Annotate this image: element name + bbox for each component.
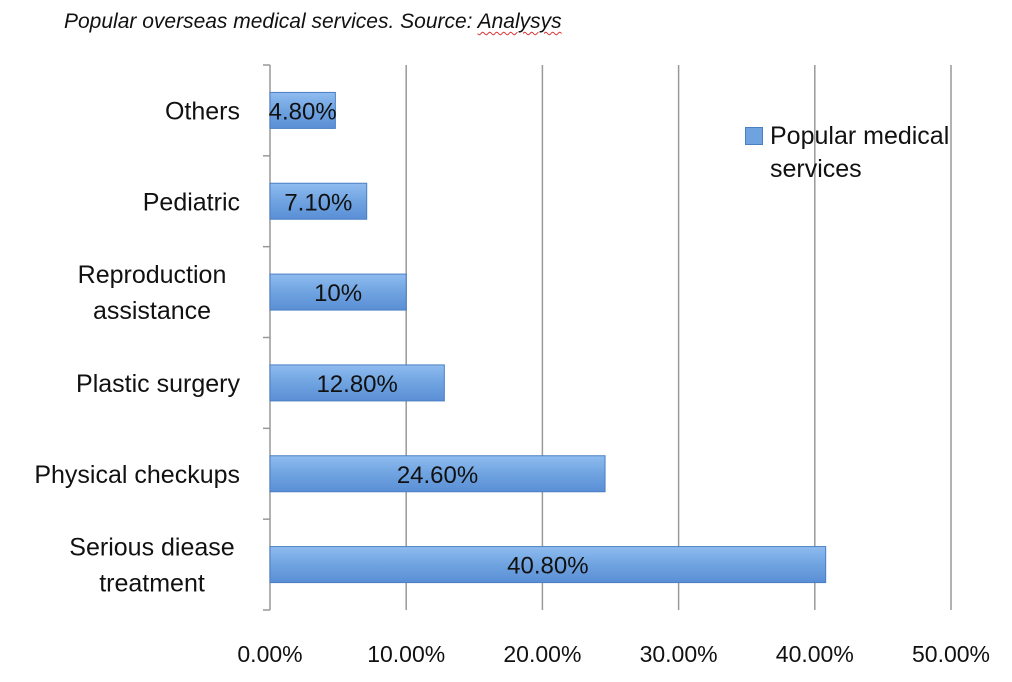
data-label: 24.60% (397, 462, 478, 489)
y-tick-label: Plastic surgery (76, 370, 240, 398)
data-label: 12.80% (316, 371, 397, 398)
x-tick-label: 50.00% (912, 641, 990, 667)
axes (263, 64, 271, 611)
grid-lines (405, 65, 952, 610)
y-tick-label: Pediatric (143, 188, 240, 216)
bar (269, 182, 368, 220)
bars (269, 91, 827, 584)
chart-title: Popular overseas medical services. Sourc… (64, 10, 562, 34)
bar (269, 455, 606, 493)
x-tick-label: 20.00% (503, 641, 581, 667)
legend-swatch (745, 127, 763, 145)
data-label: 7.10% (284, 189, 352, 216)
bar (269, 546, 827, 584)
x-tick-label: 40.00% (776, 641, 854, 667)
data-label: 4.80% (269, 98, 337, 125)
bar (269, 91, 336, 129)
labels: 0.00% 10.00% 20.00% 30.00% 40.00% 50.00% 40.80… (34, 97, 990, 667)
y-tick-label: Reproduction (78, 261, 227, 289)
y-tick-label: Physical checkups (34, 461, 240, 489)
chart-title-source: Analysys (477, 10, 562, 33)
x-tick-label: 10.00% (367, 641, 445, 667)
chart-title-text: Popular overseas medical services. Sourc… (64, 10, 478, 33)
x-tick-label: 0.00% (237, 641, 302, 667)
y-tick-label: Others (165, 97, 240, 125)
bar (269, 273, 407, 311)
x-tick-label: 30.00% (640, 641, 718, 667)
y-tick-label: assistance (93, 297, 211, 325)
y-tick-label: treatment (99, 570, 205, 598)
data-label: 10% (314, 280, 362, 307)
data-label: 40.80% (507, 553, 588, 580)
legend-label: Popular medical services (770, 122, 950, 183)
y-tick-label: Serious diease (69, 534, 234, 562)
bar (269, 364, 445, 402)
